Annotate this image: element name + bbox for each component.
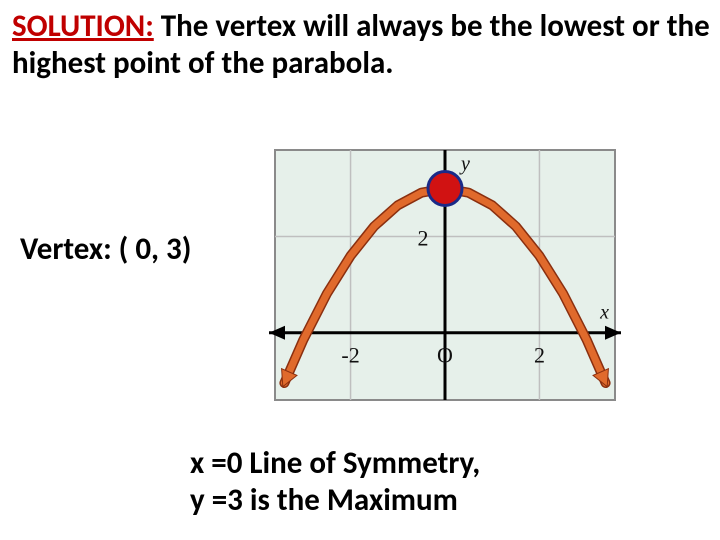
svg-text:2: 2 (534, 343, 545, 368)
svg-text:y: y (459, 153, 470, 175)
svg-text:-2: -2 (341, 343, 359, 368)
slide: SOLUTION: The vertex will always be the … (0, 0, 720, 540)
solution-label: SOLUTION: (12, 7, 154, 45)
svg-text:2: 2 (418, 226, 429, 251)
symmetry-line-2: y =3 is the Maximum (190, 482, 480, 519)
svg-text:x: x (599, 302, 609, 324)
symmetry-paragraph: x =0 Line of Symmetry, y =3 is the Maxim… (190, 445, 480, 518)
symmetry-line-1: x =0 Line of Symmetry, (190, 445, 480, 482)
solution-paragraph: SOLUTION: The vertex will always be the … (12, 8, 712, 81)
parabola-svg: -2 O 2 2 x y (255, 130, 635, 420)
parabola-chart: -2 O 2 2 x y (255, 130, 635, 420)
vertex-line: Vertex: ( 0, 3) (20, 230, 191, 268)
svg-text:O: O (437, 343, 453, 368)
